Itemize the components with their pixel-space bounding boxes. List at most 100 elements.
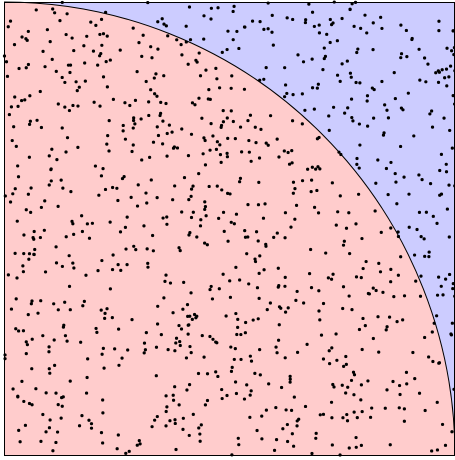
point-inside bbox=[228, 295, 233, 299]
point-inside bbox=[225, 151, 229, 155]
point-inside bbox=[30, 299, 34, 303]
point-outside bbox=[398, 144, 403, 149]
point-inside bbox=[239, 357, 243, 362]
point-inside bbox=[205, 398, 210, 403]
point-inside bbox=[341, 285, 346, 289]
point-outside bbox=[296, 53, 300, 57]
point-inside bbox=[189, 132, 194, 136]
point-outside bbox=[447, 272, 452, 277]
point-inside bbox=[233, 347, 237, 351]
point-inside bbox=[190, 317, 194, 321]
point-inside bbox=[178, 343, 182, 348]
point-outside bbox=[443, 76, 447, 80]
point-outside bbox=[250, 19, 255, 23]
point-inside bbox=[171, 198, 175, 202]
point-inside bbox=[381, 290, 385, 294]
point-inside bbox=[14, 327, 18, 331]
point-inside bbox=[11, 192, 15, 196]
point-inside bbox=[83, 61, 87, 65]
point-inside bbox=[360, 236, 364, 241]
point-outside bbox=[351, 119, 355, 123]
point-inside bbox=[210, 297, 215, 301]
point-inside bbox=[171, 146, 176, 150]
point-inside bbox=[202, 136, 206, 140]
point-inside bbox=[25, 38, 29, 42]
point-inside bbox=[189, 291, 193, 295]
point-inside bbox=[65, 339, 69, 343]
point-inside bbox=[423, 408, 427, 413]
point-inside bbox=[215, 140, 219, 144]
point-inside bbox=[332, 385, 336, 389]
point-inside bbox=[253, 371, 257, 375]
point-inside bbox=[335, 358, 339, 362]
point-inside bbox=[290, 432, 294, 436]
point-inside bbox=[14, 297, 18, 301]
point-inside bbox=[63, 300, 67, 304]
point-inside bbox=[174, 336, 179, 340]
point-inside bbox=[207, 184, 211, 189]
point-inside bbox=[368, 415, 373, 419]
point-inside bbox=[295, 289, 299, 294]
point-inside bbox=[27, 257, 31, 261]
point-inside bbox=[9, 307, 14, 311]
point-inside bbox=[328, 362, 332, 366]
point-inside bbox=[48, 40, 52, 44]
point-inside bbox=[174, 447, 178, 452]
point-outside bbox=[283, 95, 287, 99]
point-inside bbox=[373, 209, 377, 213]
point-inside bbox=[189, 215, 194, 220]
point-inside bbox=[234, 265, 238, 269]
point-inside bbox=[350, 308, 354, 312]
point-outside bbox=[358, 143, 362, 147]
point-inside bbox=[16, 175, 21, 179]
point-inside bbox=[292, 444, 296, 448]
point-inside bbox=[120, 176, 125, 181]
point-inside bbox=[243, 331, 247, 335]
point-outside bbox=[285, 16, 289, 20]
point-outside bbox=[371, 48, 375, 52]
point-inside bbox=[67, 254, 71, 258]
point-inside bbox=[15, 219, 19, 223]
point-inside bbox=[103, 311, 107, 315]
point-inside bbox=[209, 284, 213, 289]
point-outside bbox=[283, 83, 288, 87]
point-inside bbox=[173, 385, 177, 389]
quarter-circle-region bbox=[4, 2, 455, 456]
point-inside bbox=[417, 391, 422, 395]
point-inside bbox=[197, 426, 201, 430]
point-inside bbox=[71, 222, 75, 226]
point-inside bbox=[42, 228, 46, 232]
point-inside bbox=[142, 351, 146, 355]
point-outside bbox=[426, 62, 430, 66]
point-inside bbox=[103, 316, 107, 320]
point-inside bbox=[246, 118, 250, 123]
point-outside bbox=[303, 20, 308, 25]
point-inside bbox=[90, 221, 94, 225]
point-inside bbox=[165, 154, 169, 158]
point-outside bbox=[379, 15, 383, 19]
point-inside bbox=[26, 62, 31, 67]
point-inside bbox=[147, 113, 151, 118]
point-inside bbox=[203, 163, 208, 167]
point-inside bbox=[262, 268, 266, 272]
point-inside bbox=[35, 118, 39, 122]
point-inside bbox=[238, 176, 243, 180]
point-outside bbox=[370, 86, 374, 90]
point-outside bbox=[444, 67, 449, 71]
point-outside bbox=[327, 114, 331, 118]
point-inside bbox=[59, 178, 63, 182]
point-inside bbox=[389, 267, 393, 271]
point-inside bbox=[99, 308, 103, 312]
point-inside bbox=[75, 89, 79, 93]
point-outside bbox=[394, 180, 398, 184]
point-inside bbox=[344, 391, 348, 395]
point-inside bbox=[268, 114, 273, 118]
point-inside bbox=[354, 275, 359, 279]
point-outside bbox=[322, 56, 326, 61]
point-inside bbox=[238, 180, 242, 184]
point-inside bbox=[258, 254, 262, 258]
point-outside bbox=[216, 6, 220, 10]
point-inside bbox=[233, 137, 237, 141]
point-inside bbox=[99, 174, 104, 178]
